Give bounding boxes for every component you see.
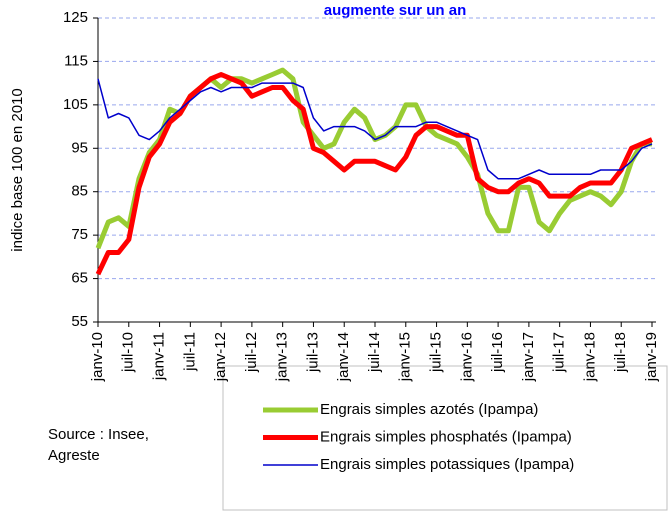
x-tick-label: janv-11	[151, 332, 168, 381]
x-tick-label: juil-11	[181, 332, 198, 372]
x-tick-label: juil-15	[428, 332, 445, 373]
y-tick-label: 55	[71, 313, 88, 330]
y-tick-label: 115	[64, 52, 88, 69]
x-tick-label: janv-13	[274, 332, 291, 382]
x-tick-label: juil-12	[243, 332, 260, 373]
x-tick-label: janv-18	[581, 332, 598, 382]
y-tick-label: 105	[63, 96, 88, 113]
y-tick-label: 75	[71, 226, 88, 243]
x-tick-label: janv-10	[89, 332, 106, 382]
chart-title: augmente sur un an	[324, 2, 467, 19]
source-line: Agreste	[48, 447, 100, 464]
x-tick-label: juil-18	[612, 332, 629, 373]
x-tick-label: janv-19	[643, 332, 660, 382]
y-tick-label: 95	[71, 139, 88, 156]
x-tick-label: janv-14	[335, 332, 352, 382]
source-line: Source : Insee,	[48, 426, 149, 443]
x-tick-label: juil-10	[120, 332, 137, 373]
legend-label: Engrais simples azotés (Ipampa)	[320, 401, 538, 418]
legend-label: Engrais simples phosphatés (Ipampa)	[320, 428, 572, 445]
x-tick-label: juil-13	[304, 332, 321, 373]
y-tick-label: 125	[63, 9, 88, 26]
y-tick-label: 65	[71, 270, 88, 287]
series-line	[97, 78, 653, 180]
x-tick-label: janv-17	[520, 332, 537, 382]
x-tick-label: juil-16	[489, 332, 506, 373]
x-tick-label: janv-12	[212, 332, 229, 382]
y-axis-label: indice base 100 en 2010	[9, 88, 26, 251]
x-tick-label: juil-17	[551, 332, 568, 373]
series-line	[95, 72, 653, 276]
x-tick-label: janv-15	[397, 332, 414, 382]
legend-label: Engrais simples potassiques (Ipampa)	[320, 456, 574, 473]
x-tick-label: juil-14	[366, 332, 383, 373]
x-tick-label: janv-16	[458, 332, 475, 382]
y-tick-label: 85	[71, 183, 88, 200]
